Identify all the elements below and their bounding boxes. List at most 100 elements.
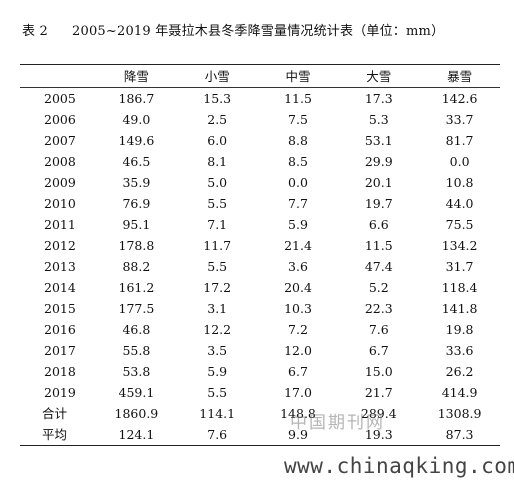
value-cell: 35.9: [122, 175, 151, 190]
value-cell: 8.1: [207, 154, 228, 169]
value-cell: 81.7: [445, 133, 474, 148]
row-label-cell: 平均: [20, 424, 96, 446]
value-cell: 5.5: [207, 385, 228, 400]
value-cell: 9.9: [257, 424, 339, 446]
table-row: 2006 49.0 2.5 7.5 5.3 33.7: [20, 109, 500, 130]
header-cell-heavy-snow: 大雪: [338, 64, 420, 88]
value-cell: 0.0: [288, 175, 308, 190]
value-cell: 53.1: [364, 133, 393, 148]
site-url: www.chinaqking.com: [284, 454, 514, 478]
value-cell: 46.8: [122, 322, 151, 337]
value-cell: 46.5: [122, 154, 151, 169]
value-cell: 76.9: [122, 196, 151, 211]
table-row: 2010 76.9 5.5 7.7 19.7 44.0: [20, 193, 500, 214]
value-cell: 10.3: [284, 301, 312, 316]
value-cell: 11.5: [284, 91, 312, 106]
value-cell: 7.7: [288, 196, 308, 211]
table-row: 平均 124.1 7.6 9.9 19.3 87.3: [20, 424, 500, 446]
value-cell: 0.0: [449, 154, 470, 169]
value-cell: 289.4: [360, 406, 397, 421]
table-row: 2013 88.2 5.5 3.6 47.4 31.7: [20, 256, 500, 277]
value-cell: 29.9: [364, 154, 393, 169]
value-cell: 134.2: [441, 238, 478, 253]
value-cell: 178.8: [118, 238, 155, 253]
value-cell: 88.2: [122, 259, 151, 274]
value-cell: 19.3: [338, 424, 420, 446]
header-cell-light-snow: 小雪: [176, 64, 258, 88]
value-cell: 6.6: [368, 217, 389, 232]
value-cell: 87.3: [419, 424, 500, 446]
value-cell: 161.2: [118, 280, 155, 295]
table-row: 2009 35.9 5.0 0.0 20.1 10.8: [20, 172, 500, 193]
value-cell: 53.8: [122, 364, 151, 379]
table-row: 2007 149.6 6.0 8.8 53.1 81.7: [20, 130, 500, 151]
value-cell: 142.6: [441, 91, 478, 106]
value-cell: 21.7: [364, 385, 393, 400]
row-label-cell: 2013: [44, 259, 76, 274]
value-cell: 7.2: [288, 322, 308, 337]
value-cell: 124.1: [96, 424, 177, 446]
table-row: 2012 178.8 11.7 21.4 11.5 134.2: [20, 235, 500, 256]
value-cell: 20.4: [284, 280, 312, 295]
row-label-cell: 2007: [44, 133, 76, 148]
value-cell: 21.4: [284, 238, 312, 253]
value-cell: 75.5: [445, 217, 474, 232]
value-cell: 10.8: [445, 175, 474, 190]
value-cell: 20.1: [364, 175, 393, 190]
value-cell: 7.6: [176, 424, 258, 446]
value-cell: 12.0: [284, 343, 312, 358]
value-cell: 19.7: [364, 196, 393, 211]
snowfall-table: 降雪 小雪 中雪 大雪 暴雪 2005 186.7 15.3 11.5 17.3 142.…: [20, 64, 500, 446]
header-cell-year: [20, 64, 96, 88]
value-cell: 7.6: [368, 322, 389, 337]
table-body: 2005 186.7 15.3 11.5 17.3 142.6 2006 49.0 2.5 7.5…: [20, 88, 500, 446]
value-cell: 17.2: [203, 280, 232, 295]
row-label-cell: 2012: [44, 238, 76, 253]
header-cell-total-snow: 降雪: [96, 64, 177, 88]
value-cell: 33.6: [445, 343, 474, 358]
value-cell: 47.4: [364, 259, 393, 274]
table-row: 2015 177.5 3.1 10.3 22.3 141.8: [20, 298, 500, 319]
row-label-cell: 2019: [44, 385, 76, 400]
row-label-cell: 2010: [44, 196, 76, 211]
value-cell: 8.5: [288, 154, 308, 169]
value-cell: 5.5: [207, 259, 228, 274]
table-row: 2018 53.8 5.9 6.7 15.0 26.2: [20, 361, 500, 382]
value-cell: 17.3: [364, 91, 393, 106]
value-cell: 33.7: [445, 112, 474, 127]
value-cell: 3.6: [288, 259, 308, 274]
value-cell: 2.5: [207, 112, 228, 127]
value-cell: 12.2: [203, 322, 232, 337]
value-cell: 95.1: [122, 217, 151, 232]
table-row: 2016 46.8 12.2 7.2 7.6 19.8: [20, 319, 500, 340]
value-cell: 5.0: [207, 175, 228, 190]
value-cell: 3.5: [207, 343, 228, 358]
value-cell: 22.3: [364, 301, 393, 316]
value-cell: 5.9: [288, 217, 308, 232]
value-cell: 11.7: [203, 238, 232, 253]
value-cell: 414.9: [441, 385, 478, 400]
value-cell: 1860.9: [114, 406, 159, 421]
value-cell: 459.1: [118, 385, 155, 400]
value-cell: 31.7: [445, 259, 474, 274]
value-cell: 26.2: [445, 364, 474, 379]
row-label-cell: 2017: [44, 343, 76, 358]
table-row: 2008 46.5 8.1 8.5 29.9 0.0: [20, 151, 500, 172]
value-cell: 118.4: [441, 280, 478, 295]
value-cell: 148.8: [280, 406, 316, 421]
table-caption: 表 2 2005~2019 年聂拉木县冬季降雪量情况统计表（单位：mm）: [22, 20, 444, 39]
row-label-cell: 2006: [44, 112, 76, 127]
table-row: 2005 186.7 15.3 11.5 17.3 142.6: [20, 88, 500, 110]
header-cell-moderate-snow: 中雪: [257, 64, 339, 88]
table-row: 2019 459.1 5.5 17.0 21.7 414.9: [20, 382, 500, 403]
value-cell: 8.8: [288, 133, 308, 148]
value-cell: 1308.9: [437, 406, 482, 421]
value-cell: 7.1: [207, 217, 228, 232]
table-number: 表 2: [22, 24, 49, 39]
row-label-cell: 2008: [44, 154, 76, 169]
value-cell: 55.8: [122, 343, 151, 358]
table-row: 2014 161.2 17.2 20.4 5.2 118.4: [20, 277, 500, 298]
table-row: 2011 95.1 7.1 5.9 6.6 75.5: [20, 214, 500, 235]
value-cell: 11.5: [364, 238, 393, 253]
row-label-cell: 2015: [44, 301, 76, 316]
